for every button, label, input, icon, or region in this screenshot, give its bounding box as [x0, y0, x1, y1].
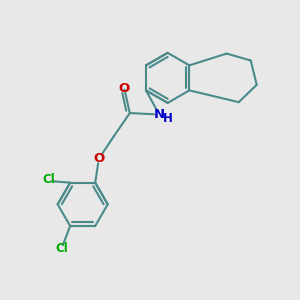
Text: Cl: Cl — [55, 242, 68, 255]
Text: N: N — [154, 108, 165, 121]
Text: H: H — [163, 112, 172, 125]
Text: Cl: Cl — [42, 173, 55, 186]
Text: O: O — [93, 152, 104, 165]
Text: O: O — [119, 82, 130, 94]
